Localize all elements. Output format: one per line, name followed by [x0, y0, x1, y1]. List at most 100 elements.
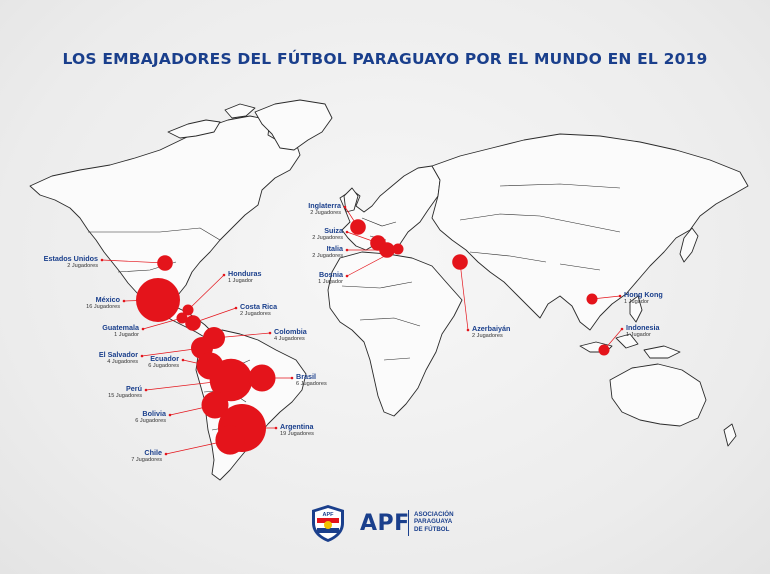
country-name: Italia	[326, 244, 343, 253]
label-ecuador: Ecuador 6 Jugadores	[148, 355, 179, 369]
label-peru: Perú 15 Jugadores	[108, 385, 142, 399]
leader-dot-guatemala	[141, 327, 145, 331]
bubble-hong-kong	[586, 293, 598, 305]
player-count: 15 Jugadores	[108, 392, 142, 399]
logo-divider	[408, 510, 409, 536]
label-indonesia: Indonesia 1 Jugador	[626, 324, 660, 338]
bubble-chile	[215, 425, 245, 455]
bubble-mexico	[136, 278, 180, 322]
country-name: Bolivia	[142, 409, 166, 418]
country-name: Estados Unidos	[43, 254, 98, 263]
leader-line-estados-unidos	[101, 259, 166, 264]
asia-landmass	[431, 133, 749, 331]
player-count: 2 Jugadores	[67, 262, 98, 269]
apf-badge-text: APF	[323, 512, 335, 518]
label-mexico: México 16 Jugadores	[86, 296, 120, 310]
bubble-costa-rica	[185, 315, 201, 331]
label-italia: Italia 2 Jugadores	[312, 245, 343, 259]
bubble-italia	[379, 242, 395, 258]
leader-line-azerbaiyan	[459, 261, 469, 331]
player-count: 6 Jugadores	[296, 380, 327, 387]
player-count: 2 Jugadores	[310, 209, 341, 216]
player-count: 2 Jugadores	[312, 234, 343, 241]
leader-dot-hong-kong	[618, 294, 622, 298]
country-name: Suiza	[324, 226, 343, 235]
player-count: 1 Jugador	[624, 298, 649, 305]
leader-line-honduras	[187, 274, 225, 311]
uk-island	[343, 187, 359, 213]
leader-dot-brasil	[290, 376, 294, 380]
label-guatemala: Guatemala 1 Jugador	[102, 324, 139, 338]
apf-name-line2: PARAGUAYA	[414, 518, 453, 526]
greenland	[254, 99, 333, 151]
label-azerbaiyan: Azerbaiyán 2 Jugadores	[472, 325, 510, 339]
leader-dot-chile	[164, 452, 168, 456]
label-bolivia: Bolivia 6 Jugadores	[135, 410, 166, 424]
player-bubbles	[136, 219, 610, 455]
player-count: 1 Jugador	[318, 278, 343, 285]
leader-dot-peru	[144, 388, 148, 392]
leader-dot-suiza	[345, 230, 349, 234]
philippines	[629, 295, 643, 323]
label-estados-unidos: Estados Unidos 2 Jugadores	[44, 255, 98, 269]
leader-dot-argentina	[274, 426, 278, 430]
player-count: 4 Jugadores	[107, 358, 138, 365]
country-name: México	[95, 295, 120, 304]
leader-dot-mexico	[122, 299, 126, 303]
apf-logo: APF APF ASOCIACIÓN PARAGUAYA DE FÚTBOL	[308, 503, 468, 543]
bubble-indonesia	[598, 344, 610, 356]
canada-islands	[167, 103, 256, 139]
country-name: Indonesia	[626, 323, 660, 332]
leader-dot-colombia	[268, 331, 272, 335]
label-brasil: Brasil 6 Jugadores	[296, 373, 327, 387]
country-name: El Salvador	[98, 350, 138, 359]
bubble-estados-unidos	[157, 255, 173, 271]
country-name: Ecuador	[150, 354, 179, 363]
leader-dot-ecuador	[181, 358, 185, 362]
bubble-honduras	[182, 304, 194, 316]
country-name: Colombia	[274, 327, 307, 336]
label-chile: Chile 7 Jugadores	[131, 449, 162, 463]
label-argentina: Argentina 19 Jugadores	[280, 423, 314, 437]
player-count: 6 Jugadores	[135, 417, 166, 424]
apf-full-name: ASOCIACIÓN PARAGUAYA DE FÚTBOL	[414, 511, 454, 533]
country-name: Honduras	[228, 269, 262, 278]
apf-shield-icon: APF	[312, 505, 344, 542]
japan	[679, 227, 699, 263]
leader-dot-estados-unidos	[100, 258, 104, 262]
player-count: 1 Jugador	[626, 331, 651, 338]
bubble-inglaterra	[350, 219, 366, 235]
player-count: 19 Jugadores	[280, 430, 314, 437]
leader-dot-honduras	[222, 273, 226, 277]
player-count: 4 Jugadores	[274, 335, 305, 342]
label-hong-kong: Hong Kong 1 Jugador	[624, 291, 663, 305]
country-name: Azerbaiyán	[472, 324, 511, 333]
leader-line-guatemala	[142, 317, 183, 330]
label-el-salvador: El Salvador 4 Jugadores	[99, 351, 138, 365]
label-colombia: Colombia 4 Jugadores	[274, 328, 307, 342]
country-name: Chile	[144, 448, 162, 457]
bubble-guatemala	[176, 312, 188, 324]
label-honduras: Honduras 1 Jugador	[228, 270, 262, 284]
player-count: 7 Jugadores	[131, 456, 162, 463]
leader-dot-bosnia	[345, 274, 349, 278]
label-bosnia: Bosnia 1 Jugador	[318, 271, 343, 285]
bubble-peru	[209, 358, 253, 402]
leader-dot-el-salvador	[140, 354, 144, 358]
leader-dot-indonesia	[620, 327, 624, 331]
country-name: Argentina	[280, 422, 314, 431]
player-count: 2 Jugadores	[472, 332, 503, 339]
country-name: Perú	[126, 384, 142, 393]
leader-dot-azerbaiyan	[466, 328, 470, 332]
label-costa-rica: Costa Rica 2 Jugadores	[240, 303, 277, 317]
north-america-landmass	[29, 115, 301, 339]
country-name: Hong Kong	[624, 290, 663, 299]
apf-name-line3: DE FÚTBOL	[414, 525, 450, 533]
country-name: Brasil	[296, 372, 316, 381]
player-count: 2 Jugadores	[312, 252, 343, 259]
leader-dot-italia	[345, 248, 349, 252]
bubble-bolivia	[201, 391, 229, 419]
africa-landmass	[327, 251, 463, 417]
